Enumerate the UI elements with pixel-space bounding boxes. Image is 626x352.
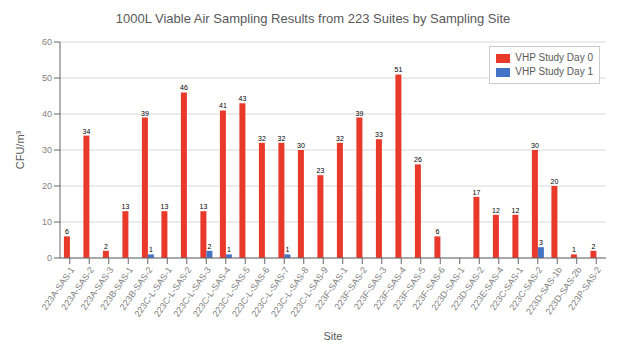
svg-text:0: 0 — [47, 253, 52, 263]
svg-text:12: 12 — [492, 207, 500, 214]
svg-text:223C-L-SAS-8: 223C-L-SAS-8 — [268, 265, 311, 319]
svg-text:223F-SAS-3: 223F-SAS-3 — [352, 265, 389, 312]
svg-text:3: 3 — [539, 239, 543, 246]
svg-text:26: 26 — [414, 156, 422, 163]
svg-text:30: 30 — [531, 142, 539, 149]
svg-text:223C-SAS-2: 223C-SAS-2 — [507, 265, 545, 313]
svg-text:223D-SAS-1: 223D-SAS-1 — [429, 265, 467, 313]
svg-text:1: 1 — [227, 246, 231, 253]
svg-text:223B-SAS-1: 223B-SAS-1 — [98, 265, 136, 312]
svg-text:Site: Site — [324, 330, 343, 342]
svg-text:46: 46 — [180, 84, 188, 91]
svg-text:43: 43 — [239, 95, 247, 102]
svg-text:223B-SAS-2: 223B-SAS-2 — [117, 265, 155, 312]
html-text:1000L Viable Air Sampling Resu: 1000L Viable Air Sampling Results from 2… — [115, 11, 511, 26]
svg-text:223C-L-SAS-1: 223C-L-SAS-1 — [132, 265, 175, 319]
svg-text:32: 32 — [336, 135, 344, 142]
svg-text:13: 13 — [200, 203, 208, 210]
svg-text:1: 1 — [285, 246, 289, 253]
svg-text:12: 12 — [512, 207, 520, 214]
svg-text:6: 6 — [65, 228, 69, 235]
svg-text:13: 13 — [122, 203, 130, 210]
svg-text:30: 30 — [42, 145, 52, 155]
svg-text:20: 20 — [42, 181, 52, 191]
svg-text:13: 13 — [161, 203, 169, 210]
svg-text:223F-SAS-1: 223F-SAS-1 — [313, 265, 350, 312]
svg-text:34: 34 — [83, 128, 91, 135]
svg-text:2: 2 — [104, 243, 108, 250]
svg-text:40: 40 — [42, 109, 52, 119]
svg-text:223F-SAS-5: 223F-SAS-5 — [391, 265, 428, 312]
svg-text:223A-SAS-3: 223A-SAS-3 — [78, 265, 116, 312]
svg-text:6: 6 — [435, 228, 439, 235]
svg-text:2: 2 — [591, 243, 595, 250]
svg-text:223A-SAS-1: 223A-SAS-1 — [39, 265, 77, 312]
svg-text:CFU/m³: CFU/m³ — [14, 130, 26, 169]
svg-text:223D-SAS-2: 223D-SAS-2 — [448, 265, 487, 313]
svg-text:50: 50 — [42, 73, 52, 83]
svg-text:30: 30 — [297, 142, 305, 149]
svg-text:223C-SAS-1: 223C-SAS-1 — [487, 265, 526, 313]
svg-text:23: 23 — [317, 167, 325, 174]
svg-text:39: 39 — [141, 110, 149, 117]
svg-text:223C-L-SAS-7: 223C-L-SAS-7 — [249, 265, 292, 319]
svg-text:223E-SAS-4: 223E-SAS-4 — [468, 265, 506, 312]
html-text:VHP Study Day 1: VHP Study Day 1 — [515, 66, 593, 77]
svg-text:41: 41 — [219, 102, 227, 109]
svg-text:223F-SAS-4: 223F-SAS-4 — [371, 265, 409, 312]
svg-text:223C-L-SAS-9: 223C-L-SAS-9 — [288, 265, 331, 319]
svg-text:32: 32 — [278, 135, 286, 142]
svg-text:223D-SAS-2b: 223D-SAS-2b — [543, 265, 584, 317]
svg-text:223D-SAS-1b: 223D-SAS-1b — [524, 265, 565, 317]
html-text:VHP Study Day 0: VHP Study Day 0 — [515, 52, 593, 63]
svg-text:32: 32 — [258, 135, 266, 142]
svg-text:17: 17 — [473, 189, 481, 196]
svg-text:1: 1 — [149, 246, 153, 253]
svg-text:223P-SAS-2: 223P-SAS-2 — [566, 265, 603, 312]
svg-text:20: 20 — [551, 178, 559, 185]
svg-text:60: 60 — [42, 37, 52, 47]
svg-text:10: 10 — [42, 217, 52, 227]
svg-text:51: 51 — [395, 66, 403, 73]
svg-text:223A-SAS-2: 223A-SAS-2 — [59, 265, 97, 312]
svg-text:223C-L-SAS-4: 223C-L-SAS-4 — [190, 265, 233, 319]
svg-text:223C-L-SAS-3: 223C-L-SAS-3 — [171, 265, 214, 319]
svg-text:223C-L-SAS-5: 223C-L-SAS-5 — [210, 265, 253, 319]
svg-text:2: 2 — [207, 243, 211, 250]
svg-text:39: 39 — [356, 110, 364, 117]
svg-text:223C-L-SAS-2: 223C-L-SAS-2 — [151, 265, 194, 319]
svg-text:223C-L-SAS-6: 223C-L-SAS-6 — [229, 265, 272, 319]
svg-text:223F-SAS-6: 223F-SAS-6 — [410, 265, 448, 312]
svg-text:223F-SAS-2: 223F-SAS-2 — [332, 265, 370, 312]
svg-text:1: 1 — [572, 246, 576, 253]
svg-text:33: 33 — [375, 131, 383, 138]
